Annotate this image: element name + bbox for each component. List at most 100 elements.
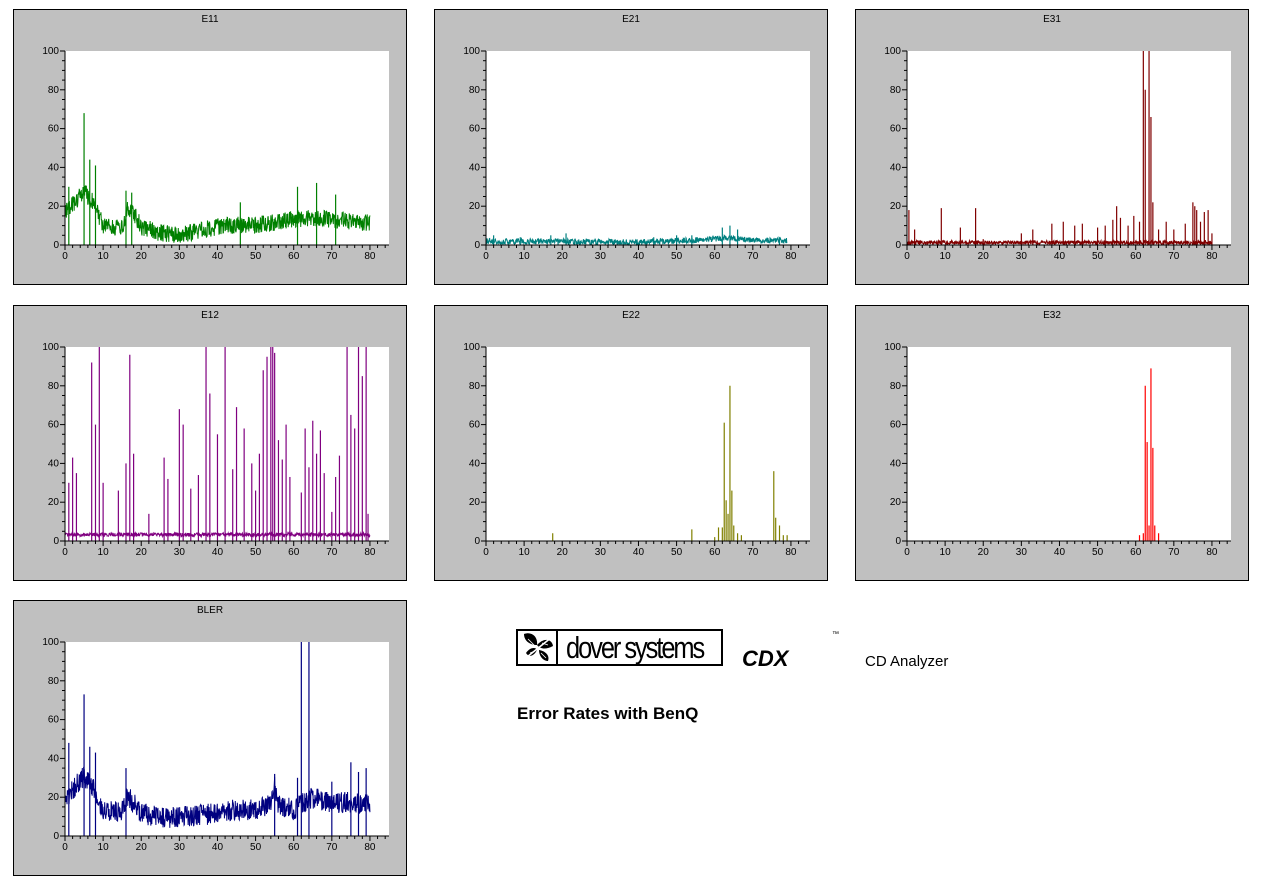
x-tick-label: 30 [174,547,186,558]
x-tick-label: 20 [978,251,990,262]
x-tick-label: 20 [136,842,148,853]
x-tick-label: 50 [1092,547,1104,558]
series-line [64,185,371,243]
x-tick-label: 60 [1130,251,1142,262]
plot-area [486,347,810,541]
plot-area [486,51,810,245]
y-tick-label: 20 [469,201,481,212]
x-tick-label: 0 [904,251,910,262]
dover-systems-logo: dover systems [516,629,723,666]
x-tick-label: 60 [288,842,300,853]
y-tick-label: 0 [53,831,59,842]
y-tick-label: 100 [42,342,59,353]
x-tick-label: 40 [633,547,645,558]
chart-title: E31 [1043,14,1061,25]
chart-panel-e32: E32 0 20 40 60 80 100 0 10 20 30 40 50 60 70 80 [855,305,1249,581]
x-tick-label: 80 [785,251,797,262]
x-tick-label: 70 [747,547,759,558]
x-tick-label: 60 [1130,547,1142,558]
x-tick-label: 50 [250,547,262,558]
x-tick-label: 20 [557,547,569,558]
y-tick-label: 80 [469,85,481,96]
y-tick-label: 100 [42,637,59,648]
x-tick-label: 30 [1016,251,1028,262]
x-tick-label: 30 [595,547,607,558]
x-tick-label: 40 [212,251,224,262]
x-tick-label: 10 [98,251,110,262]
plot-area [65,347,389,541]
y-tick-label: 20 [48,497,60,508]
y-tick-label: 80 [48,676,60,687]
x-tick-label: 0 [62,842,68,853]
x-tick-label: 80 [1206,251,1218,262]
y-tick-label: 0 [53,536,59,547]
chart-plot: 0 20 40 60 80 100 0 10 20 30 40 50 60 70 80 [42,342,389,558]
y-tick-label: 20 [890,201,902,212]
x-tick-label: 20 [557,251,569,262]
y-tick-label: 0 [53,240,59,251]
y-tick-label: 40 [48,458,60,469]
x-tick-label: 60 [709,251,721,262]
y-tick-label: 40 [890,162,902,173]
chart-plot: 0 20 40 60 80 100 0 10 20 30 40 50 60 70 80 [42,46,389,262]
y-tick-label: 20 [469,497,481,508]
chart-panel-e12: E12 0 20 40 60 80 100 0 10 20 30 40 50 60 70 80 [13,305,407,581]
chart-title: E21 [622,14,640,25]
chart-panel-e21: E21 0 20 40 60 80 100 0 10 20 30 40 50 60 70 80 [434,9,828,285]
product-name: CD Analyzer [865,653,949,670]
y-tick-label: 40 [469,162,481,173]
y-tick-label: 40 [48,753,60,764]
chart-title: BLER [196,605,224,616]
x-tick-label: 10 [98,547,110,558]
plot-area [907,51,1231,245]
x-tick-label: 50 [671,251,683,262]
chart-title: E22 [622,310,640,321]
x-tick-label: 20 [136,251,148,262]
x-tick-label: 0 [904,547,910,558]
y-tick-label: 0 [895,536,901,547]
x-tick-label: 70 [1168,547,1180,558]
y-tick-label: 40 [469,458,481,469]
x-tick-label: 30 [595,251,607,262]
butterfly-leaf-icon [518,631,558,664]
y-tick-label: 100 [884,46,901,57]
y-tick-label: 60 [469,124,481,135]
x-tick-label: 30 [174,842,186,853]
series-line [906,238,1213,247]
x-tick-label: 70 [747,251,759,262]
chart-plot: 0 20 40 60 80 100 0 10 20 30 40 50 60 70 80 [463,46,810,262]
x-tick-label: 10 [940,547,952,558]
y-tick-label: 0 [474,240,480,251]
x-tick-label: 0 [62,547,68,558]
x-tick-label: 40 [212,842,224,853]
x-tick-label: 0 [483,547,489,558]
chart-plot: 0 20 40 60 80 100 0 10 20 30 40 50 60 70 80 [463,342,810,558]
x-tick-label: 60 [288,547,300,558]
x-tick-label: 40 [1054,547,1066,558]
y-tick-label: 60 [48,715,60,726]
x-tick-label: 40 [633,251,645,262]
y-tick-label: 20 [48,792,60,803]
x-tick-label: 0 [483,251,489,262]
y-tick-label: 80 [48,85,60,96]
x-tick-label: 50 [671,547,683,558]
y-tick-label: 60 [48,124,60,135]
y-tick-label: 100 [884,342,901,353]
series-line [485,234,788,247]
y-tick-label: 100 [463,46,480,57]
x-tick-label: 80 [1206,547,1218,558]
x-tick-label: 50 [250,842,262,853]
trademark-symbol: ™ [832,631,839,638]
chart-plot: 0 20 40 60 80 100 0 10 20 30 40 50 60 70 80 [884,342,1231,558]
y-tick-label: 100 [463,342,480,353]
x-tick-label: 20 [136,547,148,558]
y-tick-label: 60 [48,420,60,431]
x-tick-label: 80 [364,251,376,262]
y-tick-label: 100 [42,46,59,57]
chart-panel-bler: BLER 0 20 40 60 80 100 0 10 20 30 40 50 60 70 80 [13,600,407,876]
x-tick-label: 60 [288,251,300,262]
plot-area [907,347,1231,541]
x-tick-label: 70 [326,842,338,853]
y-tick-label: 60 [469,420,481,431]
y-tick-label: 20 [890,497,902,508]
